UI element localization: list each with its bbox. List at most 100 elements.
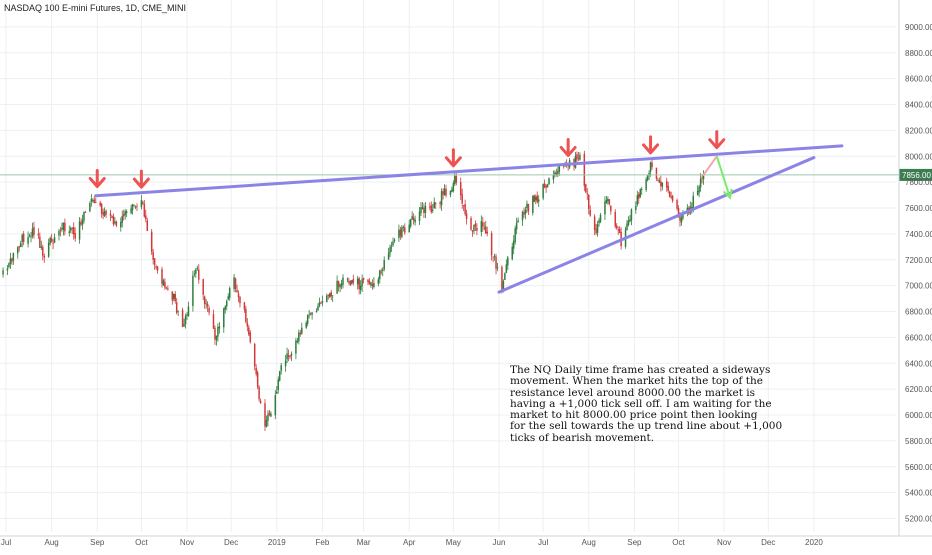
candle-body [177,310,179,312]
candle-body [545,185,547,188]
candle-body [84,212,87,213]
candle [367,278,369,286]
candle-body [626,223,628,231]
candle-body [381,269,384,271]
candle-body [249,332,252,343]
candle-body [546,184,549,188]
candle [100,202,103,218]
candle [234,277,237,293]
price-axis[interactable]: 5200.00 5400.00 5600.00 5800.00 6000.00 6200.… [898,0,932,536]
candle-body [330,292,332,297]
candle [156,265,159,274]
drawings [88,130,844,294]
candle [89,201,91,213]
candle-body [432,209,434,211]
candle [635,201,637,214]
candle [501,265,503,294]
candle-body [414,219,416,223]
candle-body [253,344,256,367]
candle [421,201,424,210]
candle-body [373,282,375,288]
candle [92,198,94,203]
candle [676,198,678,211]
candle-body [40,246,43,248]
candle-body [99,202,101,206]
candle [638,192,640,204]
candle-body [331,295,334,297]
candle-body [61,228,63,230]
candle [233,274,235,293]
candle-body [337,281,340,287]
candle-body [37,233,40,236]
resistance-trendline [94,144,844,198]
candle-body [393,239,396,241]
candle-body [47,242,50,257]
candle-body [72,226,75,235]
candle-body [387,252,390,260]
candle [593,214,596,236]
candle-body [280,365,282,371]
candle [424,201,427,218]
candle [11,257,13,265]
candle [442,188,444,200]
candle-body [443,188,446,196]
candle-body [105,210,107,215]
candle [443,184,446,196]
y-tick-label: 8800.00 [905,49,932,58]
candle-body [186,314,188,316]
candle-body [327,294,330,296]
candle [218,322,221,334]
candle [193,270,196,277]
candle [2,267,4,278]
candle-body [542,183,544,199]
y-tick-label: 8000.00 [905,152,932,161]
candle [411,211,413,220]
x-tick-label: 2020 [805,538,823,547]
candle-body [389,246,391,253]
last-price-label: 7856.00 [902,171,931,180]
candle-body [535,196,537,201]
candle [480,215,483,237]
candle [122,209,125,221]
candle-body [52,243,54,244]
candle [474,220,477,231]
candle [258,385,260,402]
candle [401,225,403,239]
candle-body [533,195,536,202]
candle [253,342,256,371]
candle [630,208,633,226]
candle [668,190,671,198]
last-price-line: 7856.00 [0,168,932,181]
candle-body [284,360,287,367]
candle [246,318,249,332]
time-axis[interactable]: Jul Aug Sep Oct Nov Dec 2019 Feb Mar Apr May Jun Jul… [0,535,932,547]
candle-body [471,230,474,232]
candle-body [290,353,293,356]
candle [440,188,443,211]
candle-body [596,224,599,233]
candle [68,225,71,237]
candle-body [130,208,132,214]
candle-body [308,314,310,316]
candle-body [6,268,9,271]
candle-body [679,214,681,221]
candle [361,274,363,292]
candle [698,184,700,198]
candle-body [504,273,506,280]
candle [286,347,288,364]
candle-body [17,247,19,254]
candle [289,355,291,360]
candle [215,335,218,346]
annotation-line: movement. When the market hits the top o… [510,375,763,388]
candle [627,216,630,227]
candle [610,205,612,215]
candle-body [133,205,135,207]
candle-body [515,222,518,230]
candle-body [8,263,10,268]
candle [17,246,19,259]
candle [521,210,524,227]
candle-body [270,413,272,417]
candle [175,297,178,315]
